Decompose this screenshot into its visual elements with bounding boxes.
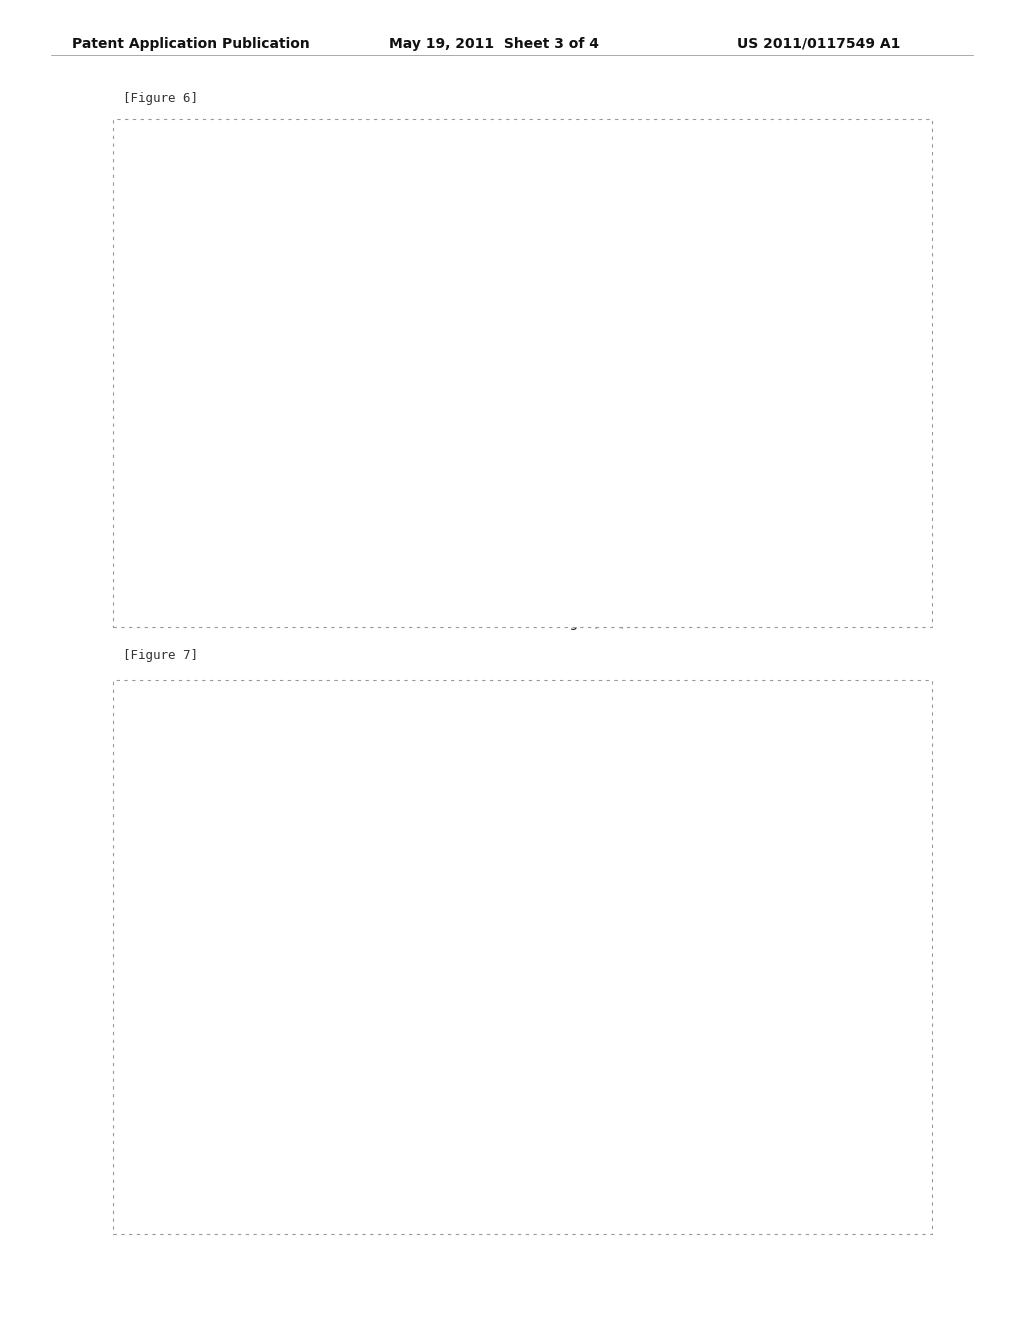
Not amplified bbox=[219, 1148, 231, 1164]
Not amplified bbox=[628, 1081, 640, 1097]
Y-axis label: ABS: ABS bbox=[177, 356, 190, 383]
Not amplified bbox=[628, 496, 640, 512]
Not amplified bbox=[890, 1164, 902, 1180]
Amplified bbox=[628, 474, 640, 490]
Not amplified bbox=[783, 417, 796, 433]
Amplified bbox=[592, 1143, 604, 1159]
Amplified bbox=[892, 576, 904, 591]
Amplified bbox=[905, 572, 918, 587]
Not amplified bbox=[545, 562, 557, 578]
Text: Patent Application Publication: Patent Application Publication bbox=[72, 37, 309, 51]
Amplified bbox=[890, 1152, 902, 1168]
Text: US 2011/0117549 A1: US 2011/0117549 A1 bbox=[737, 37, 901, 51]
Text: May 19, 2011  Sheet 3 of 4: May 19, 2011 Sheet 3 of 4 bbox=[389, 37, 599, 51]
Line: Amplified: Amplified bbox=[225, 1129, 911, 1162]
Not amplified bbox=[905, 577, 918, 593]
Line: Not amplified: Not amplified bbox=[225, 775, 911, 1177]
Not amplified bbox=[783, 836, 796, 851]
Amplified bbox=[783, 557, 796, 573]
Amplified bbox=[549, 543, 561, 558]
Amplified bbox=[547, 1139, 559, 1155]
Y-axis label: ABS: ABS bbox=[169, 950, 182, 977]
Not amplified bbox=[219, 570, 231, 586]
Not amplified bbox=[591, 1092, 603, 1107]
Title: Methyl Green: Methyl Green bbox=[481, 123, 655, 145]
Legend: Amplified, Not amplified: Amplified, Not amplified bbox=[232, 158, 383, 205]
Amplified bbox=[653, 463, 666, 479]
Not amplified bbox=[892, 577, 904, 593]
Amplified bbox=[219, 1121, 231, 1137]
Amplified bbox=[591, 508, 603, 524]
Amplified bbox=[783, 1150, 796, 1166]
Line: Not amplified: Not amplified bbox=[225, 215, 911, 585]
Legend: Amplified, Not amplified: Amplified, Not amplified bbox=[232, 752, 383, 799]
Not amplified bbox=[862, 577, 874, 593]
Not amplified bbox=[549, 1106, 561, 1122]
Not amplified bbox=[752, 767, 764, 783]
Amplified bbox=[219, 565, 231, 581]
Not amplified bbox=[905, 1168, 918, 1184]
Text: [Figure 7]: [Figure 7] bbox=[123, 649, 198, 663]
Not amplified bbox=[549, 562, 561, 578]
Not amplified bbox=[591, 532, 603, 548]
Text: [Figure 6]: [Figure 6] bbox=[123, 92, 198, 106]
Not amplified bbox=[725, 207, 737, 223]
Title: Methyl Green + KOH: Methyl Green + KOH bbox=[432, 717, 705, 739]
Amplified bbox=[629, 1143, 641, 1159]
X-axis label: Wavelength(nm): Wavelength(nm) bbox=[511, 616, 626, 631]
Amplified bbox=[545, 544, 557, 560]
Amplified bbox=[905, 1154, 918, 1170]
X-axis label: Wavelength(nm): Wavelength(nm) bbox=[511, 1210, 626, 1225]
Line: Amplified: Amplified bbox=[225, 471, 911, 585]
Amplified bbox=[551, 1142, 563, 1158]
Not amplified bbox=[904, 1170, 916, 1185]
Amplified bbox=[220, 1121, 232, 1137]
Amplified bbox=[814, 577, 826, 593]
Not amplified bbox=[545, 1109, 557, 1125]
